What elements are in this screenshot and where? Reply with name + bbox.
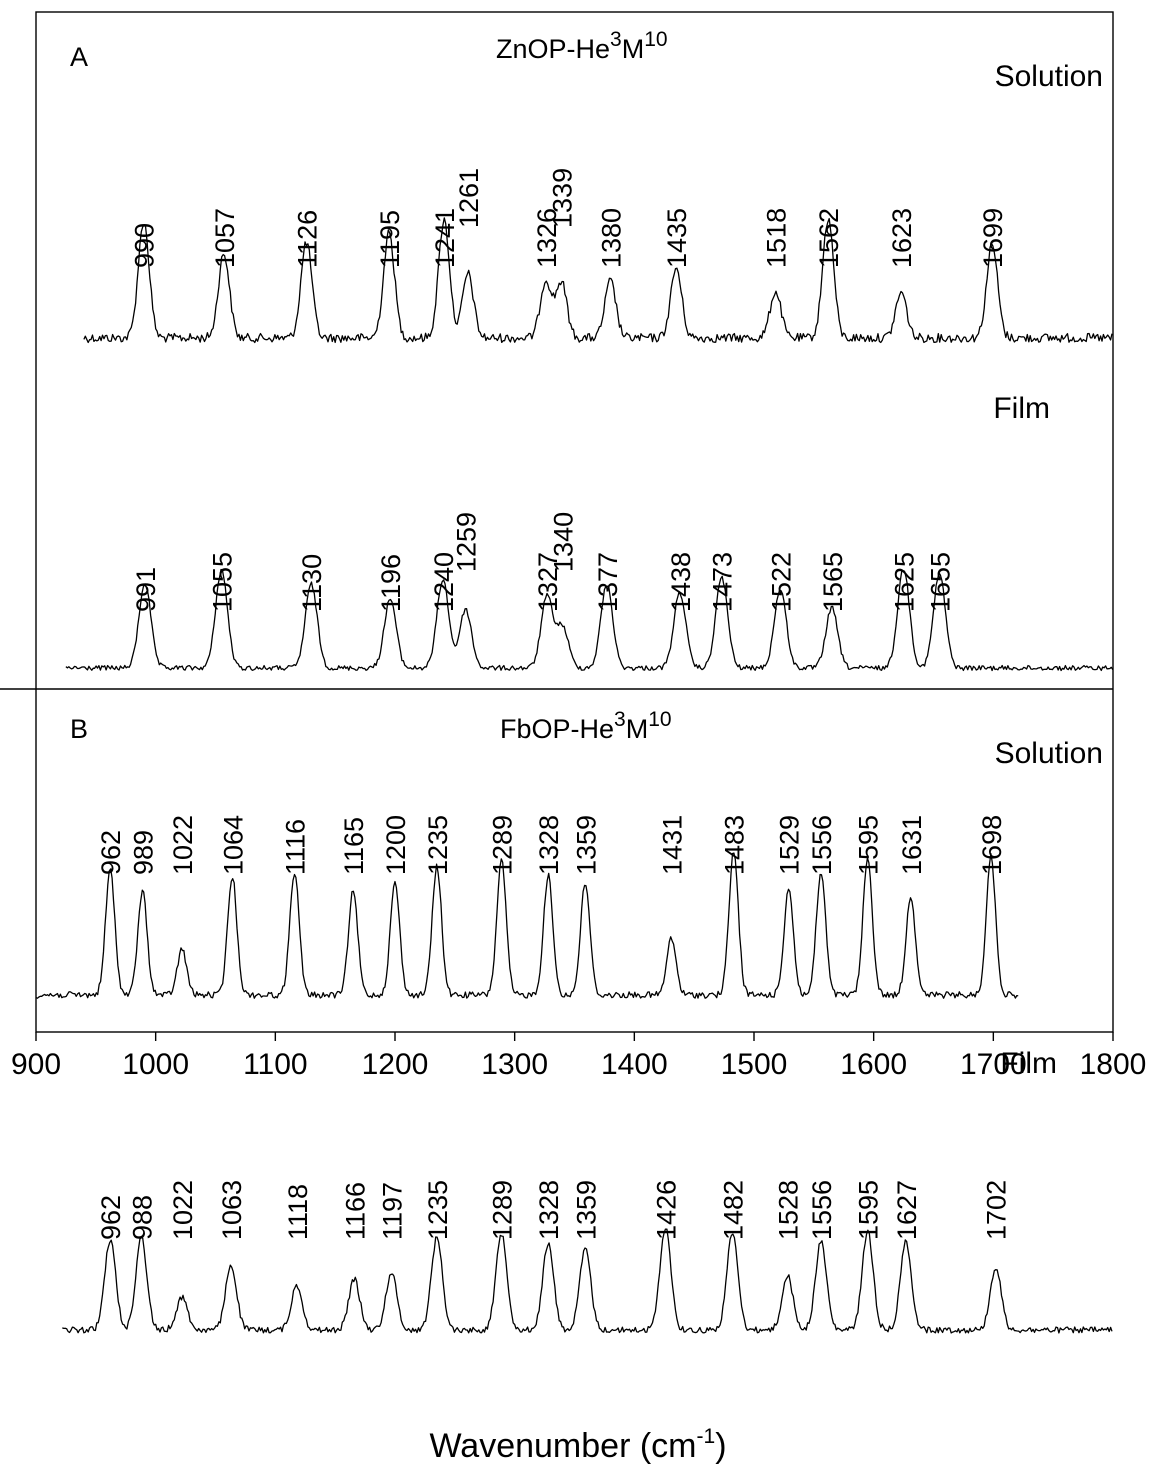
peak-label-a-solution-1623: 1623 [887,208,917,268]
x-tick-label-1300: 1300 [481,1048,548,1081]
peak-label-a-film-1340: 1340 [549,512,579,572]
x-axis-title: Wavenumber (cm-1) [429,1425,726,1465]
peak-label-b-film-1328: 1328 [534,1180,564,1240]
x-tick-label-1400: 1400 [601,1048,668,1081]
peak-label-a-solution-1435: 1435 [662,208,692,268]
plot-frame [35,11,1114,1033]
peak-label-a-solution-1326: 1326 [532,208,562,268]
peak-label-a-solution-1195: 1195 [375,210,405,268]
peak-label-b-solution-1200: 1200 [381,815,411,875]
peak-label-b-solution-1022: 1022 [168,815,198,875]
peak-label-a-film-1473: 1473 [708,552,738,612]
peak-label-a-solution-1699: 1699 [978,208,1008,268]
condition-label-a-solution: Solution [995,60,1103,93]
peak-label-b-film-988: 988 [127,1195,157,1240]
x-tick-label-1000: 1000 [122,1048,189,1081]
x-tick-label-1500: 1500 [721,1048,788,1081]
peak-label-a-film-991: 991 [131,567,161,612]
x-axis: 900 1000 1100 1200 1300 1400 1500 1600 1700 1800 [11,1032,1146,1081]
peak-label-b-film-1556: 1556 [807,1180,837,1240]
x-tick-label-1100: 1100 [243,1048,308,1081]
spectra-layer [35,217,1114,1334]
peak-label-b-film-1063: 1063 [217,1180,247,1240]
peak-label-b-film-1359: 1359 [571,1180,601,1240]
peak-label-a-film-1522: 1522 [766,552,796,612]
spectrum-a-film [65,568,1114,672]
peak-label-a-solution-1380: 1380 [596,208,626,268]
peak-label-b-solution-1595: 1595 [854,815,884,875]
peak-label-b-film-1702: 1702 [982,1180,1012,1240]
peak-label-b-film-1166: 1166 [340,1182,370,1240]
peak-label-a-solution-1339: 1339 [547,168,577,228]
peak-label-b-solution-962: 962 [96,830,126,875]
peak-label-b-solution-1235: 1235 [423,815,453,875]
peak-label-a-film-1196: 1196 [376,554,406,612]
peak-label-a-film-1438: 1438 [666,552,696,612]
peak-label-a-film-1327: 1327 [533,552,563,612]
panel-letter-a: A [70,42,88,72]
peak-label-b-film-1528: 1528 [774,1180,804,1240]
peak-label-b-solution-1328: 1328 [534,815,564,875]
peak-label-b-solution-1359: 1359 [571,815,601,875]
peak-label-a-solution-1057: 1057 [210,208,240,268]
peak-label-a-solution-990: 990 [130,223,160,268]
peak-label-b-solution-1431: 1431 [657,815,687,875]
peak-label-b-solution-1064: 1064 [218,815,248,875]
peak-label-b-film-1289: 1289 [488,1180,518,1240]
peak-label-a-film-1259: 1259 [452,512,482,572]
peak-label-a-solution-1261: 1261 [454,168,484,228]
panel-a-title: ZnOP-He3M10 [496,28,668,64]
peak-label-a-solution-1241: 1241 [430,208,460,268]
x-tick-label-1800: 1800 [1080,1048,1147,1081]
x-tick-label-1200: 1200 [362,1048,429,1081]
spectrum-b-film [62,1228,1113,1334]
peak-label-a-film-1130: 1130 [297,554,327,612]
peak-label-b-film-1426: 1426 [651,1180,681,1240]
peak-label-b-film-1118: 1118 [283,1184,313,1240]
peak-label-b-film-1482: 1482 [719,1180,749,1240]
peak-label-b-solution-989: 989 [129,830,159,875]
peak-label-b-film-1595: 1595 [854,1180,884,1240]
peak-label-b-film-1022: 1022 [168,1180,198,1240]
peak-label-b-solution-1165: 1165 [339,817,369,875]
peak-label-b-solution-1483: 1483 [720,815,750,875]
spectrum-b-solution [35,852,1019,999]
peak-label-a-film-1655: 1655 [926,552,956,612]
peak-label-b-film-1197: 1197 [377,1182,407,1240]
panel-letter-b: B [70,714,88,744]
peak-label-b-film-1627: 1627 [892,1180,922,1240]
peak-label-b-solution-1529: 1529 [775,815,805,875]
x-tick-label-1700: 1700 [960,1048,1027,1081]
peak-label-b-film-962: 962 [96,1195,126,1240]
spectrum-a-solution [83,217,1113,344]
x-tick-label-900: 900 [11,1048,61,1081]
x-tick-label-1600: 1600 [840,1048,907,1081]
peak-label-a-film-1055: 1055 [208,552,238,612]
peak-label-a-film-1240: 1240 [429,552,459,612]
peak-label-b-solution-1631: 1631 [897,815,927,875]
condition-label-a-film: Film [993,392,1050,425]
panel-b-title: FbOP-He3M10 [500,708,672,744]
peak-label-a-film-1625: 1625 [890,552,920,612]
peak-label-a-solution-1562: 1562 [814,208,844,268]
peak-label-b-solution-1289: 1289 [488,815,518,875]
peak-label-a-solution-1518: 1518 [762,208,792,268]
peak-label-b-solution-1116: 1116 [281,819,311,875]
condition-label-b-film: Film [1000,1047,1057,1080]
peak-label-b-film-1235: 1235 [423,1180,453,1240]
peak-label-b-solution-1556: 1556 [807,815,837,875]
peak-label-a-solution-1126: 1126 [292,210,322,268]
peak-label-a-film-1565: 1565 [818,552,848,612]
peak-label-b-solution-1698: 1698 [977,815,1007,875]
peak-label-a-film-1377: 1377 [593,552,623,612]
condition-label-b-solution: Solution [995,737,1103,770]
